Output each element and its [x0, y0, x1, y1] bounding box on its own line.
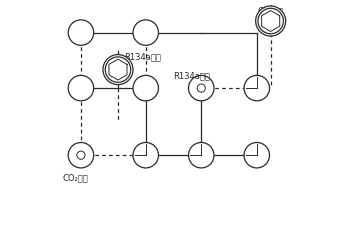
Circle shape	[68, 20, 94, 45]
Circle shape	[256, 6, 286, 36]
Circle shape	[77, 151, 85, 159]
Circle shape	[133, 20, 159, 45]
Circle shape	[244, 75, 270, 101]
Circle shape	[133, 142, 159, 168]
Circle shape	[244, 142, 270, 168]
Text: R134a入口: R134a入口	[124, 52, 161, 61]
Text: CO₂入口: CO₂入口	[258, 6, 283, 15]
Circle shape	[258, 8, 283, 34]
Circle shape	[188, 142, 214, 168]
Circle shape	[105, 57, 131, 82]
Text: CO₂出口: CO₂出口	[62, 174, 88, 183]
Circle shape	[133, 75, 159, 101]
Circle shape	[68, 75, 94, 101]
Circle shape	[197, 84, 205, 92]
Circle shape	[188, 75, 214, 101]
Circle shape	[68, 142, 94, 168]
Circle shape	[103, 54, 133, 85]
Text: R134a出口: R134a出口	[174, 71, 210, 80]
